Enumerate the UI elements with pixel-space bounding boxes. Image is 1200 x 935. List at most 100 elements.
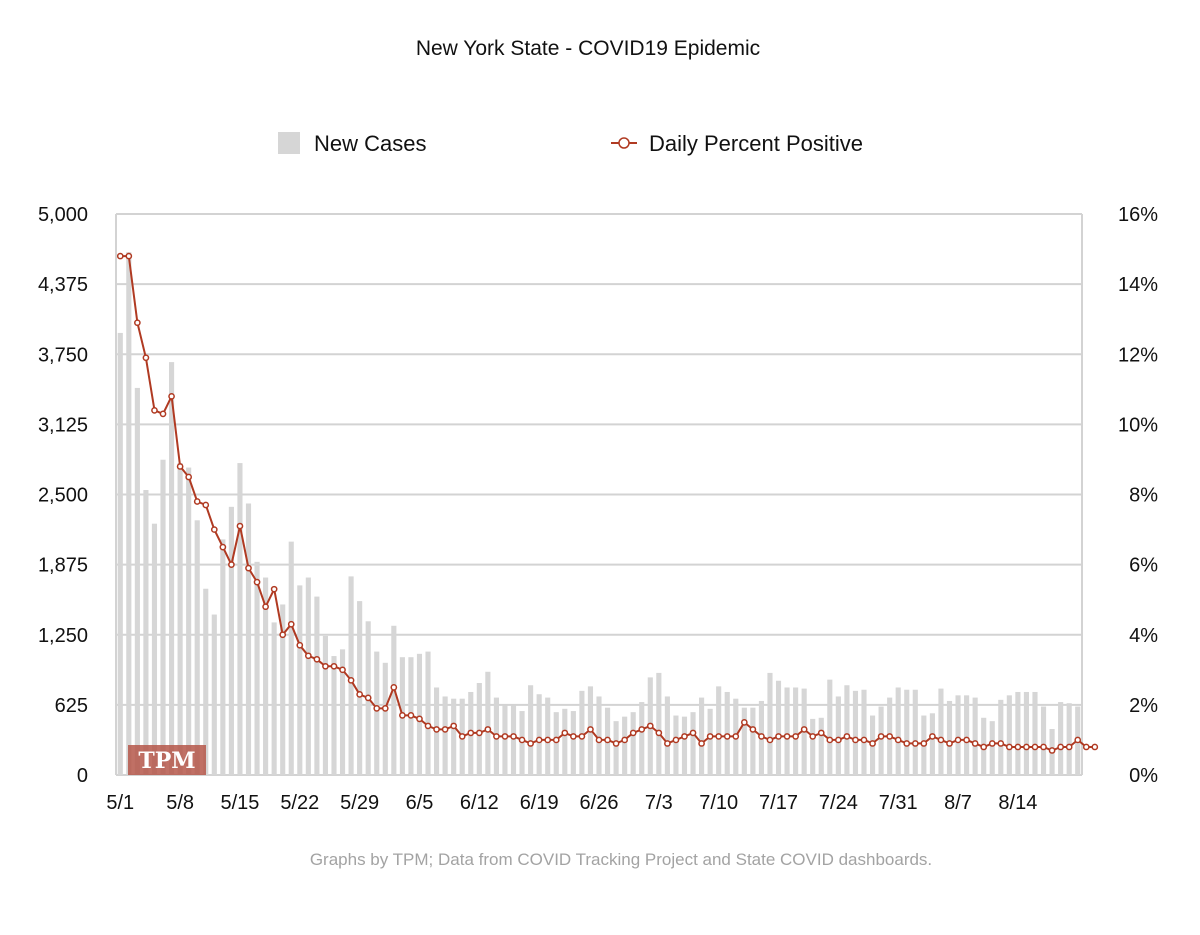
data-point <box>1065 743 1073 751</box>
bar <box>656 672 662 775</box>
data-point <box>894 736 902 744</box>
chart-title: New York State - COVID19 Epidemic <box>416 37 760 60</box>
bar <box>750 707 756 775</box>
bar <box>143 490 149 775</box>
data-point <box>775 733 782 740</box>
data-point <box>963 736 970 744</box>
y-right-tick-label: 0% <box>1129 765 1158 787</box>
bar <box>339 649 346 775</box>
data-point <box>587 726 594 733</box>
y-left-tick-label: 0 <box>77 765 88 787</box>
bar <box>416 653 423 775</box>
x-axis: 5/1 5/8 5/15 5/22 5/29 6/5 6/12 6/19 6/26 7/3 7/10… <box>106 792 1037 814</box>
bar <box>331 656 337 775</box>
y-axis-right: 0% 2% 4% 6% 8% 10% 12% 14% 16% <box>1118 204 1158 787</box>
legend: New Cases Daily Percent Positive <box>278 131 863 156</box>
bar <box>348 576 354 775</box>
watermark-text: TPM <box>138 748 195 774</box>
data-point <box>929 733 936 740</box>
data-point <box>236 522 244 530</box>
data-point <box>424 722 432 730</box>
x-tick-label: 7/24 <box>819 792 858 814</box>
x-tick-label: 5/8 <box>166 792 194 814</box>
legend-label-new-cases: New Cases <box>314 131 426 156</box>
data-point <box>911 740 919 747</box>
bar <box>955 695 961 775</box>
data-point <box>672 736 680 744</box>
data-point <box>1040 743 1047 751</box>
y-right-tick-label: 8% <box>1129 485 1158 507</box>
bar <box>502 705 508 775</box>
bar <box>254 561 260 775</box>
data-point <box>510 733 517 740</box>
data-point <box>903 740 911 747</box>
bar <box>989 721 995 775</box>
bar <box>852 690 859 775</box>
bar <box>1066 703 1072 775</box>
data-point <box>544 736 552 744</box>
bar <box>579 690 585 775</box>
data-point <box>792 733 799 740</box>
data-point <box>570 733 577 740</box>
bar <box>622 716 628 775</box>
bar <box>835 696 841 775</box>
bar <box>639 702 645 775</box>
data-point <box>364 694 372 702</box>
y-axis-left: 0 625 1,250 1,875 2,500 3,125 3,750 4,375 5,000 <box>38 204 88 787</box>
data-point <box>980 743 988 751</box>
data-point <box>304 652 312 660</box>
bar <box>322 635 329 775</box>
y-right-tick-label: 4% <box>1129 625 1158 647</box>
bar <box>946 700 953 775</box>
data-point <box>193 498 201 505</box>
bar <box>810 718 816 775</box>
data-point <box>1082 743 1090 751</box>
data-point <box>185 473 193 481</box>
data-point <box>253 578 261 586</box>
data-point <box>159 410 167 418</box>
data-point <box>228 561 235 568</box>
data-point <box>646 722 654 730</box>
data-point <box>689 729 697 737</box>
data-point <box>1057 743 1064 751</box>
bar <box>451 698 457 775</box>
bar <box>596 696 602 775</box>
data-point <box>715 733 723 740</box>
chart-caption: Graphs by TPM; Data from COVID Tracking … <box>310 850 932 869</box>
bar <box>1006 695 1012 775</box>
y-right-tick-label: 10% <box>1118 414 1158 436</box>
y-right-tick-label: 16% <box>1118 204 1158 226</box>
y-right-tick-label: 14% <box>1118 274 1158 296</box>
bar <box>528 685 534 775</box>
bars-new-cases <box>117 252 1081 775</box>
data-point <box>407 712 415 719</box>
bar <box>972 697 978 775</box>
data-point <box>988 740 996 747</box>
data-point <box>638 726 646 733</box>
data-point <box>809 733 817 740</box>
bar <box>1015 691 1021 775</box>
bar <box>1040 706 1047 775</box>
data-point <box>527 740 534 747</box>
x-tick-label: 6/5 <box>406 792 434 814</box>
data-point <box>467 729 475 737</box>
y-left-tick-label: 625 <box>55 695 88 717</box>
data-point <box>287 620 295 628</box>
data-point <box>134 319 141 327</box>
data-point <box>723 733 731 740</box>
bar <box>280 604 286 775</box>
y-left-tick-label: 3,750 <box>38 344 88 366</box>
data-point <box>381 705 389 712</box>
data-point <box>518 736 526 744</box>
bar <box>827 679 833 775</box>
data-point <box>920 740 928 747</box>
legend-label-percent-positive: Daily Percent Positive <box>649 131 863 156</box>
data-point <box>877 733 885 740</box>
bar <box>228 506 234 775</box>
data-point <box>886 733 894 740</box>
x-tick-label: 7/17 <box>759 792 798 814</box>
data-point <box>698 740 705 747</box>
bar <box>861 689 867 775</box>
bar <box>673 715 679 775</box>
data-point <box>245 564 252 572</box>
